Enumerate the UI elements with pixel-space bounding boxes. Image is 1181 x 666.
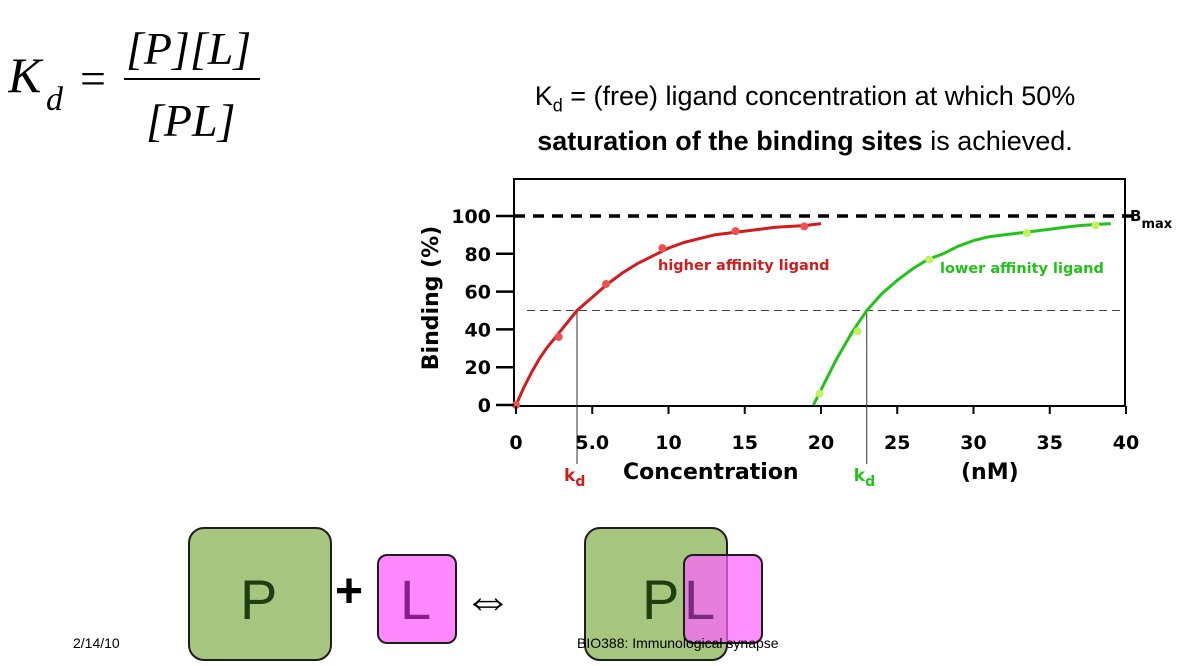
chart-series: [512, 221, 1111, 409]
ligand-label: L: [400, 568, 432, 631]
x-tick-label: 20: [808, 432, 834, 454]
y-tick-label: 60: [465, 282, 491, 304]
x-tick-label: 30: [960, 432, 986, 454]
kd-label-1: kd: [564, 466, 585, 490]
chart-frame: [513, 178, 1126, 407]
x-tick-label: 40: [1113, 432, 1139, 454]
kd-label-subscript: d: [575, 474, 585, 490]
protein-box: [188, 527, 332, 661]
data-point: [815, 389, 824, 398]
data-point: [853, 327, 862, 336]
complex-protein-label: P: [642, 568, 680, 631]
ligand-box: [377, 554, 457, 644]
binding-chart: 0 5.0 10 15 20 25 30 35 40 0 20 40 60 80 100 Bmax highe…: [419, 178, 1173, 490]
data-point: [1091, 221, 1100, 230]
definition-line-2-text: is achieved.: [922, 126, 1073, 157]
bmax-label-subscript: max: [1141, 217, 1172, 232]
data-point: [512, 401, 520, 409]
chart-labels: Bmax higher affinity ligand kd lower affini…: [419, 207, 1173, 490]
data-point: [731, 227, 740, 236]
kd-formula: K d = [P][L] [PL]: [8, 23, 260, 146]
series-label-1: higher affinity ligand: [658, 258, 830, 274]
formula-denominator: [PL]: [146, 95, 235, 146]
kd-label-2: kd: [854, 466, 875, 490]
y-tick-label: 40: [465, 319, 491, 341]
data-point: [601, 280, 610, 289]
formula-kd-subscript: d: [46, 81, 64, 118]
x-tick-label: 35: [1037, 432, 1063, 454]
y-axis-label: Binding (%): [419, 226, 444, 370]
definition-line-2: saturation of the binding sites is achie…: [470, 123, 1140, 159]
bmax-label: Bmax: [1130, 207, 1173, 232]
definition-line-1-text: = (free) ligand concentration at which 5…: [562, 81, 1076, 111]
y-tick-label: 100: [451, 206, 491, 228]
kd-label-subscript: d: [865, 474, 875, 490]
footer-course: BIO388: Immunological synapse: [577, 635, 779, 651]
formula-kd-symbol: K: [8, 47, 44, 103]
formula-equals: =: [80, 53, 106, 104]
plus-sign: +: [335, 565, 364, 618]
chart-guides: [514, 214, 1137, 464]
x-axis-unit: (nM): [961, 460, 1019, 485]
protein-label: P: [240, 568, 278, 631]
data-point: [800, 222, 809, 231]
x-axis-label: Concentration: [623, 460, 799, 485]
kd-definition: Kd = (free) ligand concentration at whic…: [470, 78, 1140, 159]
y-tick-label: 80: [465, 244, 491, 266]
complex-ligand-box: [683, 554, 763, 644]
data-point: [554, 332, 563, 341]
x-tick-label: 10: [655, 432, 681, 454]
definition-bold-text: saturation of the binding sites: [537, 126, 923, 157]
footer-date: 2/14/10: [73, 635, 120, 651]
series-line-2: [812, 222, 1111, 406]
x-tick-label: 15: [732, 432, 758, 454]
plot-frame: [513, 178, 1126, 407]
x-tick-label: 25: [884, 432, 910, 454]
y-tick-label: 20: [465, 357, 491, 379]
definition-kd-subscript: d: [552, 95, 563, 116]
x-tick-label: 5.0: [575, 432, 609, 454]
definition-kd-symbol: K: [534, 81, 553, 111]
x-tick-label: 0: [509, 432, 522, 454]
definition-line-1: Kd = (free) ligand concentration at whic…: [470, 78, 1140, 123]
formula-numerator: [P][L]: [126, 23, 251, 74]
data-point: [658, 244, 667, 253]
series-line-1: [514, 222, 822, 406]
complex-ligand-label: L: [684, 568, 716, 631]
series-label-2: lower affinity ligand: [940, 261, 1104, 277]
equilibrium-arrow-icon: ⇔: [463, 571, 513, 627]
chart-ticks: 0 5.0 10 15 20 25 30 35 40 0 20 40 60 80 100: [451, 206, 1139, 454]
y-tick-label: 0: [478, 395, 491, 417]
data-point: [1022, 229, 1031, 238]
data-point: [925, 255, 934, 264]
